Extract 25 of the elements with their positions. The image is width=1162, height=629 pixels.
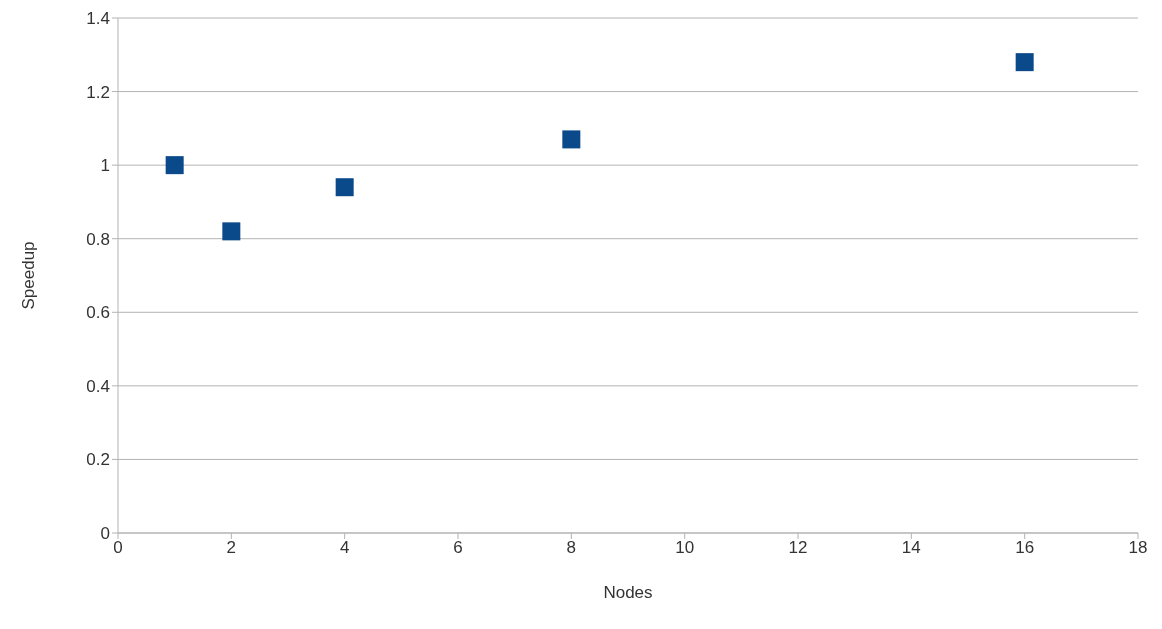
x-tick-label: 18 bbox=[1128, 538, 1148, 558]
x-tick-label: 4 bbox=[339, 538, 350, 558]
x-tick-label: 14 bbox=[901, 538, 921, 558]
y-tick-label: 0.8 bbox=[86, 229, 110, 249]
point bbox=[1015, 53, 1034, 72]
point bbox=[562, 130, 581, 149]
y-axis-title: Speedup bbox=[19, 241, 39, 310]
point bbox=[165, 156, 184, 175]
x-tick-label: 2 bbox=[226, 538, 237, 558]
x-axis-title: Nodes bbox=[603, 583, 653, 602]
point bbox=[335, 178, 354, 197]
y-tick-label: 0.6 bbox=[86, 303, 110, 323]
y-tick-label: 0 bbox=[100, 524, 110, 544]
y-tick-label: 1.4 bbox=[86, 9, 110, 29]
point bbox=[222, 222, 241, 241]
x-tick-label: 16 bbox=[1015, 538, 1035, 558]
x-tick-label: 10 bbox=[675, 538, 695, 558]
y-tick-label: 1 bbox=[100, 156, 110, 176]
y-tick-label: 1.2 bbox=[86, 82, 110, 102]
x-tick-label: 6 bbox=[453, 538, 463, 558]
y-tick-label: 0.4 bbox=[86, 376, 110, 396]
x-tick-label: 8 bbox=[566, 538, 577, 558]
y-tick-label: 0.2 bbox=[86, 450, 110, 470]
x-tick-label: 0 bbox=[113, 538, 123, 558]
x-tick-label: 12 bbox=[788, 538, 808, 558]
